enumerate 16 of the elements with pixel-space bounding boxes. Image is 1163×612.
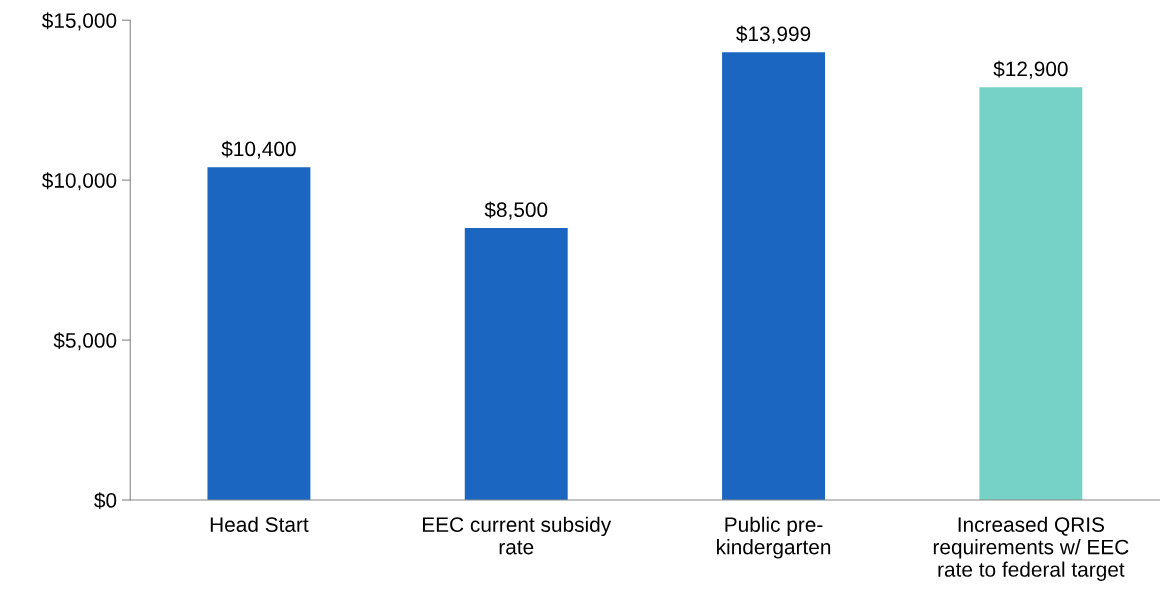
- y-tick-label: $10,000: [41, 172, 117, 191]
- bar: [464, 228, 568, 500]
- bar: [979, 87, 1083, 500]
- x-tick-label: Head Start: [210, 516, 309, 532]
- x-tick-label: Public pre- kindergarten: [717, 516, 831, 559]
- bar: [722, 52, 825, 500]
- y-tick-label: $5,000: [53, 332, 117, 351]
- data-label: $10,400: [221, 140, 296, 159]
- data-label: $8,500: [484, 201, 548, 220]
- y-tick-label: $0: [94, 492, 117, 509]
- x-tick-label: Increased QRIS requirements w/ EEC rate to federal target: [933, 516, 1129, 581]
- data-label: $12,900: [993, 60, 1068, 79]
- x-tick-label: EEC current subsidy rate: [422, 516, 612, 555]
- y-tick-label: $15,000: [41, 12, 117, 31]
- data-label: $13,999: [736, 25, 811, 44]
- bar: [207, 167, 311, 500]
